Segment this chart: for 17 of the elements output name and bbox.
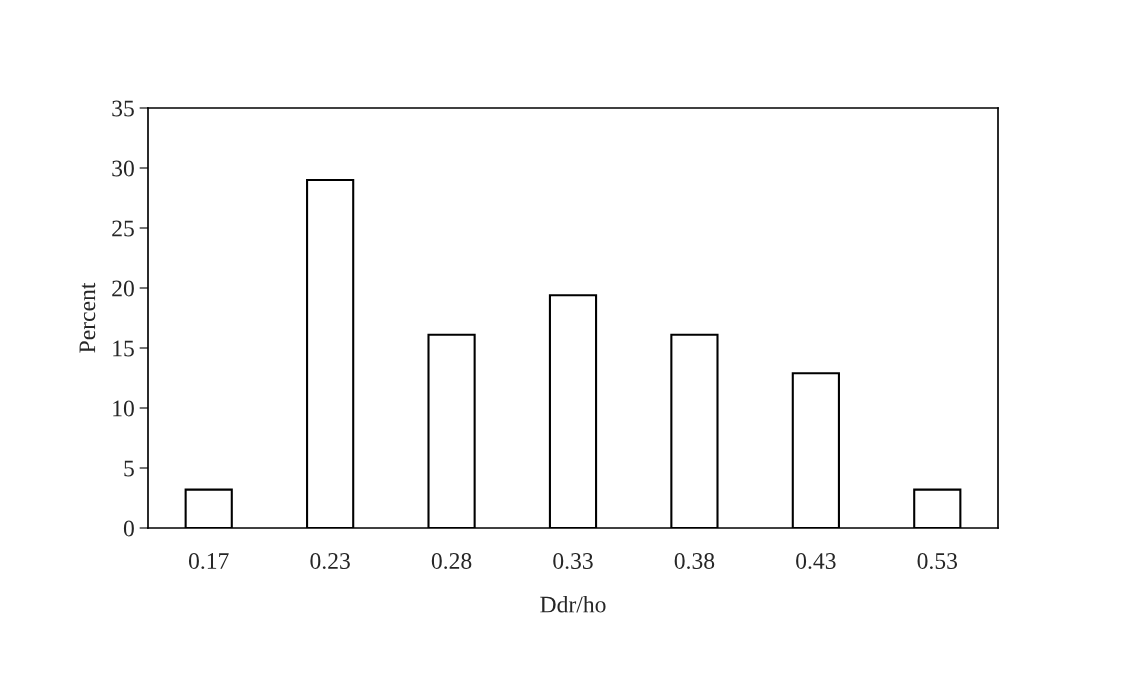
y-tick-label: 15 (113, 340, 134, 357)
y-tick-label: 20 (112, 280, 134, 297)
y-tick-label: 0 (123, 520, 134, 537)
x-axis-title: Ddr/ho (540, 595, 606, 613)
y-tick-label: 5 (124, 460, 134, 477)
y-tick-label: 10 (113, 400, 134, 417)
y-tick-label: 35 (112, 100, 134, 117)
y-tick-label: 25 (112, 220, 134, 237)
x-tick-label: 0.53 (917, 552, 958, 570)
y-tick-label: 30 (112, 160, 134, 177)
x-tick-label: 0.33 (553, 552, 593, 570)
x-tick-label: 0.28 (431, 552, 472, 570)
y-axis-title: Percent (79, 282, 96, 353)
x-tick-label: 0.23 (310, 552, 350, 570)
x-tick-label: 0.43 (796, 552, 836, 570)
x-tick-label: 0.38 (674, 552, 715, 570)
x-tick-label: 0.17 (188, 552, 229, 570)
